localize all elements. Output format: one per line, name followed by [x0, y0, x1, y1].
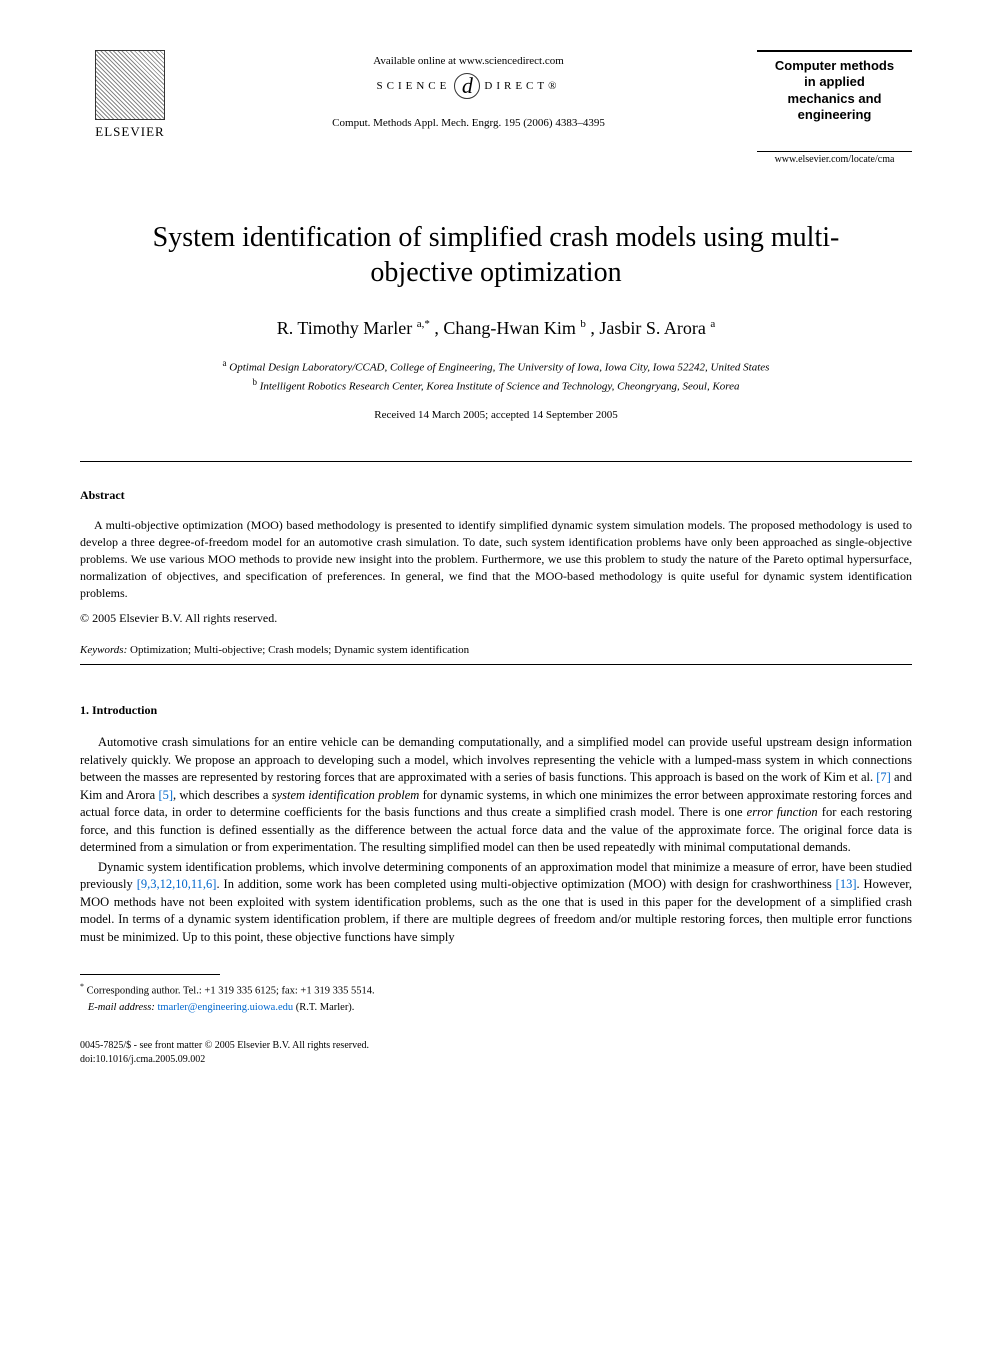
- intro-body: Automotive crash simulations for an enti…: [80, 734, 912, 946]
- abstract-text: A multi-objective optimization (MOO) bas…: [80, 517, 912, 601]
- article-title: System identification of simplified cras…: [120, 220, 872, 290]
- citation-link-5[interactable]: [5]: [158, 788, 173, 802]
- affiliations: a Optimal Design Laboratory/CCAD, Colleg…: [80, 357, 912, 395]
- footer-doi: doi:10.1016/j.cma.2005.09.002: [80, 1053, 912, 1067]
- page-footer: 0045-7825/$ - see front matter © 2005 El…: [80, 1039, 912, 1067]
- affil-b-text: Intelligent Robotics Research Center, Ko…: [257, 381, 740, 393]
- keywords-text: Optimization; Multi-objective; Crash mod…: [127, 644, 469, 656]
- article-dates: Received 14 March 2005; accepted 14 Sept…: [80, 409, 912, 421]
- journal-title-box: Computer methods in applied mechanics an…: [757, 50, 912, 165]
- journal-name: Computer methods in applied mechanics an…: [757, 58, 912, 123]
- corr-text: Corresponding author. Tel.: +1 319 335 6…: [84, 986, 375, 997]
- italic-term-1: system identification problem: [272, 788, 420, 802]
- center-header: Available online at www.sciencedirect.co…: [180, 50, 757, 129]
- keywords: Keywords: Optimization; Multi-objective;…: [80, 644, 912, 656]
- intro-paragraph-2: Dynamic system identification problems, …: [80, 859, 912, 947]
- abstract-copyright: © 2005 Elsevier B.V. All rights reserved…: [80, 611, 912, 626]
- keywords-label: Keywords:: [80, 644, 127, 656]
- intro-heading: 1. Introduction: [80, 703, 912, 718]
- corresponding-email-link[interactable]: tmarler@engineering.uiowa.edu: [157, 1002, 293, 1013]
- italic-term-2: error function: [747, 805, 818, 819]
- footnote-separator: [80, 974, 220, 975]
- available-online-text: Available online at www.sciencedirect.co…: [373, 55, 564, 67]
- citation-link-13[interactable]: [13]: [836, 877, 857, 891]
- science-label-right: DIRECT®: [484, 80, 560, 92]
- science-label-left: SCIENCE: [377, 80, 451, 92]
- divider-abstract: [80, 664, 912, 665]
- abstract-heading: Abstract: [80, 488, 912, 503]
- science-direct-at-icon: d: [454, 73, 480, 99]
- author-3-affil: a: [710, 318, 715, 330]
- journal-reference: Comput. Methods Appl. Mech. Engrg. 195 (…: [332, 117, 605, 129]
- science-direct-logo: SCIENCE d DIRECT®: [377, 73, 561, 99]
- citation-link-multi[interactable]: [9,3,12,10,11,6]: [137, 877, 217, 891]
- affil-a-text: Optimal Design Laboratory/CCAD, College …: [227, 362, 770, 374]
- author-3: , Jasbir S. Arora: [590, 318, 710, 338]
- email-label: E-mail address:: [88, 1002, 155, 1013]
- author-2-affil: b: [580, 318, 586, 330]
- author-2: , Chang-Hwan Kim: [434, 318, 580, 338]
- page-header: ELSEVIER Available online at www.science…: [80, 50, 912, 165]
- divider-top: [80, 461, 912, 462]
- author-1: R. Timothy Marler: [277, 318, 417, 338]
- publisher-label: ELSEVIER: [95, 124, 164, 140]
- citation-link-7[interactable]: [7]: [876, 770, 891, 784]
- email-suffix: (R.T. Marler).: [293, 1002, 354, 1013]
- journal-url: www.elsevier.com/locate/cma: [757, 151, 912, 165]
- footer-copyright: 0045-7825/$ - see front matter © 2005 El…: [80, 1039, 912, 1053]
- corresponding-author-footnote: * Corresponding author. Tel.: +1 319 335…: [80, 981, 912, 1015]
- publisher-logo-block: ELSEVIER: [80, 50, 180, 140]
- intro-paragraph-1: Automotive crash simulations for an enti…: [80, 734, 912, 857]
- author-1-affil: a,*: [417, 318, 430, 330]
- author-list: R. Timothy Marler a,* , Chang-Hwan Kim b…: [80, 318, 912, 339]
- elsevier-tree-icon: [95, 50, 165, 120]
